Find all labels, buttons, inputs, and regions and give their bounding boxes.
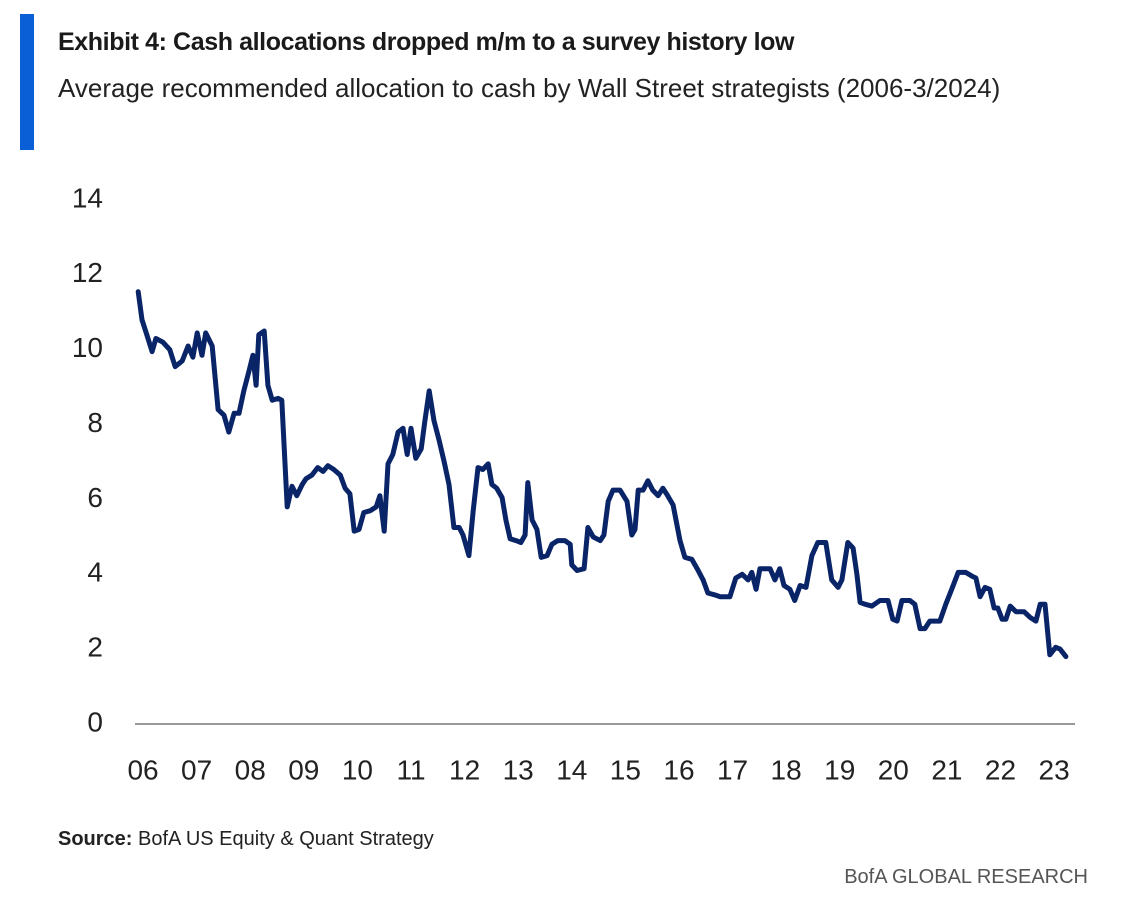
chart-title: Exhibit 4: Cash allocations dropped m/m … — [58, 28, 795, 56]
y-tick-label: 0 — [87, 706, 103, 737]
x-tick-label: 07 — [181, 754, 212, 785]
x-tick-label: 20 — [878, 754, 909, 785]
x-tick-label: 19 — [824, 754, 855, 785]
y-tick-label: 10 — [72, 332, 103, 363]
x-tick-label: 14 — [556, 754, 587, 785]
x-tick-label: 10 — [342, 754, 373, 785]
y-tick-label: 8 — [87, 407, 103, 438]
y-tick-label: 12 — [72, 257, 103, 288]
x-tick-label: 22 — [985, 754, 1016, 785]
x-tick-label: 16 — [663, 754, 694, 785]
x-tick-label: 11 — [396, 754, 425, 785]
x-tick-label: 06 — [127, 754, 158, 785]
x-tick-label: 23 — [1039, 754, 1070, 785]
y-tick-label: 2 — [87, 632, 103, 663]
x-tick-label: 17 — [717, 754, 748, 785]
x-tick-label: 08 — [235, 754, 266, 785]
x-tick-label: 21 — [931, 754, 962, 785]
y-tick-label: 14 — [72, 182, 103, 213]
source-label: Source: — [58, 828, 133, 850]
x-tick-label: 12 — [449, 754, 480, 785]
series-line — [135, 289, 1069, 660]
x-tick-label: 15 — [610, 754, 641, 785]
x-tick-label: 13 — [503, 754, 534, 785]
x-tick-label: 18 — [771, 754, 802, 785]
source-text: BofA US Equity & Quant Strategy — [138, 828, 434, 850]
accent-bar — [20, 14, 34, 150]
brand: BofA GLOBAL RESEARCH — [844, 866, 1088, 888]
y-tick-label: 6 — [87, 482, 103, 513]
chart-subtitle: Average recommended allocation to cash b… — [58, 73, 1001, 103]
y-tick-label: 4 — [87, 557, 103, 588]
source: Source: BofA US Equity & Quant Strategy — [58, 828, 434, 851]
x-tick-label: 09 — [288, 754, 319, 785]
